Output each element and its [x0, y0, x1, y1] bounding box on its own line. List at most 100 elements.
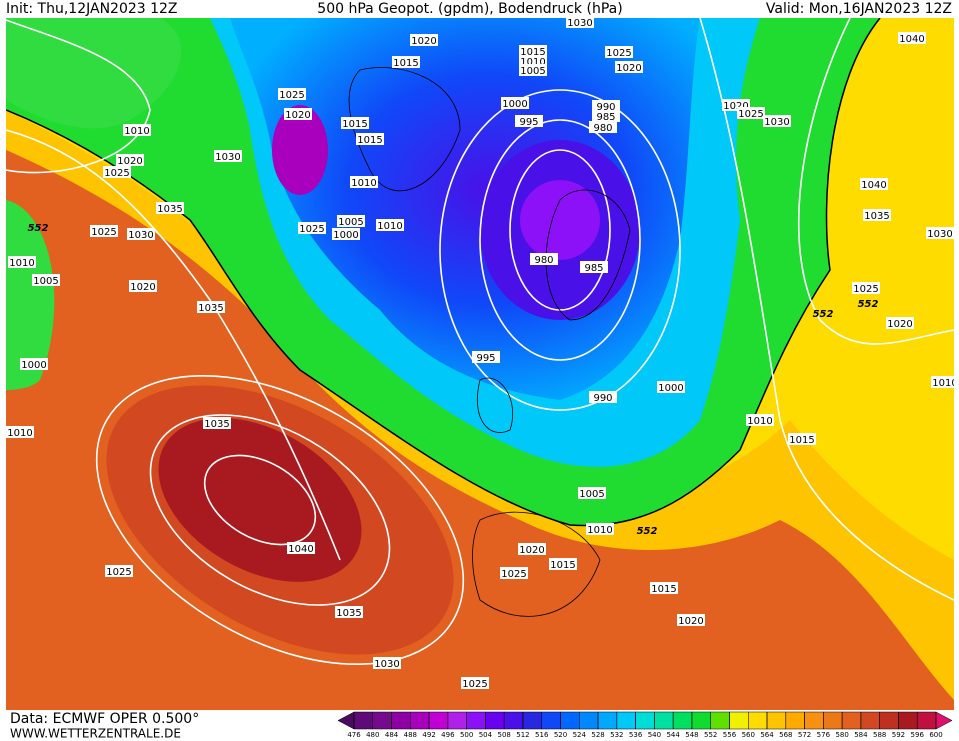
isobar-label-box	[376, 219, 404, 231]
colorbar-tick-label: 540	[648, 731, 661, 739]
isobar-label: 1005	[519, 64, 547, 77]
map-title: 500 hPa Geopot. (gpdm), Bodendruck (hPa)	[317, 1, 622, 17]
colorbar-segment	[879, 711, 899, 730]
isobar-label-text: 1025	[279, 90, 304, 101]
isobar-label-box	[615, 61, 643, 73]
isobar-label-text: 1040	[288, 544, 313, 555]
isobar-label: 1025	[298, 222, 326, 235]
colorbar-arrow	[337, 711, 355, 730]
colorbar: 476 480 484 488 492 496 500 504 508 512 516 520 524 5…	[337, 711, 953, 739]
isobar-label-text: 1015	[651, 584, 676, 595]
isobar-label: 1025	[461, 677, 489, 690]
website: WWW.WETTERZENTRALE.DE	[10, 727, 181, 741]
isobar-label: 1040	[287, 542, 315, 555]
colorbar-tick-label: 484	[385, 731, 399, 739]
colorbar-tick-label: 536	[629, 731, 643, 739]
isobar-label-text: 1005	[338, 217, 363, 228]
isobar-label-box	[129, 280, 157, 292]
isobar-label: 1020	[284, 108, 312, 121]
isobar-label-box	[677, 614, 705, 626]
isobar-label: 1025	[852, 282, 880, 295]
isobar-label-box	[926, 227, 954, 239]
isobar-label: 1025	[605, 46, 633, 59]
isobar-label-box	[589, 121, 617, 133]
isobar-label-text: 1030	[764, 117, 789, 128]
isobar-label: 1020	[615, 61, 643, 74]
colorbar-segment	[447, 711, 467, 730]
isobar-label-text: 1035	[198, 303, 223, 314]
isobar-label-text: 990	[593, 393, 612, 404]
colorbar-segment	[766, 711, 787, 730]
isobar-label: 1015	[549, 558, 577, 571]
contour-label: 552	[858, 299, 879, 310]
colorbar-tick-label: 544	[666, 731, 680, 739]
isobar-label: 1010	[123, 124, 151, 137]
isobar-label: 1010	[376, 219, 404, 232]
colorbar-segment	[823, 711, 843, 730]
isobar-label-box	[116, 154, 144, 166]
green-nw	[6, 18, 182, 129]
colorbar-segment	[654, 711, 674, 730]
isobar	[479, 119, 641, 361]
colorbar-segment	[503, 711, 524, 730]
colorbar-tick-label: 584	[854, 731, 868, 739]
isobar-label-text: 1010	[124, 126, 149, 137]
isobar-label-box	[657, 381, 685, 393]
colorbar-tick-label: 548	[685, 731, 698, 739]
isobar-label: 980	[589, 121, 617, 134]
isobar-label-box	[519, 45, 547, 57]
isobar-label-text: 1015	[520, 47, 545, 58]
colorbar-tick-label: 588	[873, 731, 886, 739]
isobar	[797, 18, 954, 345]
colorbar-arrow	[935, 711, 953, 730]
isobar-label: 1040	[898, 32, 926, 45]
isobar-label: 1030	[127, 228, 155, 241]
isobar-label-box	[788, 433, 816, 445]
high-core	[158, 418, 362, 582]
isobar-label: 1015	[356, 133, 384, 146]
isobar-label-box	[392, 56, 420, 68]
isobar	[149, 414, 391, 606]
isobar-label-box	[373, 657, 401, 669]
valid-time: Valid: Mon,16JAN2023 12Z	[766, 1, 952, 17]
isobar-label: 1005	[337, 215, 365, 228]
isobar-label-text: 1020	[411, 36, 436, 47]
data-source: Data: ECMWF OPER 0.500°	[10, 711, 199, 727]
isobar-label-text: 1035	[204, 419, 229, 430]
contour-label: 552	[637, 526, 658, 537]
isobar-label-text: 1020	[117, 156, 142, 167]
isobar-label-text: 1030	[128, 230, 153, 241]
isobar-label-box	[580, 261, 608, 273]
isobar-label-box	[105, 565, 133, 577]
isobar-label: 995	[515, 115, 543, 128]
isobar	[6, 129, 341, 561]
isobar-label-text: 990	[596, 102, 615, 113]
isobar-label: 1015	[341, 117, 369, 130]
isobar-label-box	[898, 32, 926, 44]
isobar-label-text: 1030	[374, 659, 399, 670]
colorbar-segment	[635, 711, 655, 730]
colorbar-segment	[541, 711, 561, 730]
isobar-label-box	[746, 414, 774, 426]
isobar-label: 1030	[926, 227, 954, 240]
colorbar-tick-label: 556	[723, 731, 737, 739]
green-w	[6, 200, 55, 390]
isobar-label: 1020	[116, 154, 144, 167]
isobar-label: 1030	[214, 150, 242, 163]
colorbar-tick-label: 576	[817, 731, 831, 739]
isobar-label-box	[863, 209, 891, 221]
isobar	[439, 89, 681, 411]
isobar-label-text: 1020	[723, 101, 748, 112]
isobar-label: 1030	[373, 657, 401, 670]
colorbar-segment	[560, 711, 580, 730]
colorbar-tick-label: 532	[610, 731, 623, 739]
isobar-label-box	[519, 64, 547, 76]
isobar-label-text: 1040	[861, 180, 886, 191]
isobar-label: 1025	[737, 107, 765, 120]
isobar-label-box	[20, 358, 48, 370]
isobar-label-box	[8, 256, 36, 268]
isobar-label: 1025	[500, 567, 528, 580]
isobar-label: 1020	[410, 34, 438, 47]
isobar-label: 1040	[860, 178, 888, 191]
colorbar-segment	[860, 711, 880, 730]
